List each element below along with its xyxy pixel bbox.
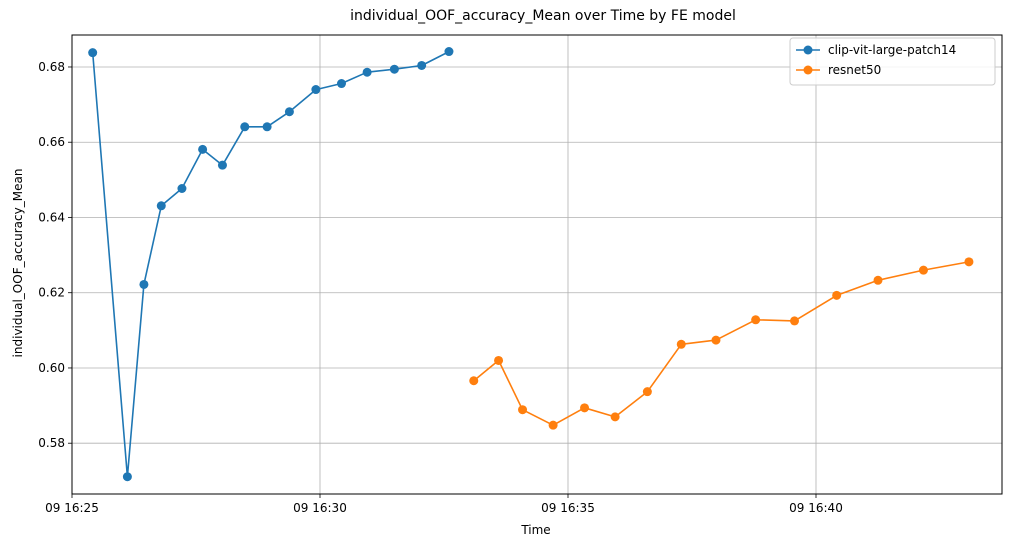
x-tick-label: 09 16:30 bbox=[293, 501, 347, 515]
data-point bbox=[918, 265, 928, 275]
legend-box bbox=[789, 37, 996, 86]
x-tick-label: 09 16:40 bbox=[789, 501, 843, 515]
y-tick-label: 0.58 bbox=[38, 436, 65, 450]
data-point bbox=[580, 403, 590, 413]
data-point bbox=[790, 316, 800, 326]
legend-label: clip-vit-large-patch14 bbox=[828, 43, 956, 57]
y-tick-label: 0.66 bbox=[38, 135, 65, 149]
chart-title: individual_OOF_accuracy_Mean over Time b… bbox=[350, 8, 736, 24]
data-point bbox=[177, 184, 187, 194]
data-point bbox=[122, 472, 132, 482]
data-point bbox=[139, 279, 149, 289]
data-point bbox=[284, 107, 294, 117]
y-tick-label: 0.68 bbox=[38, 60, 65, 74]
y-axis-label: individual_OOF_accuracy_Mean bbox=[11, 169, 25, 358]
y-axis: 0.58 0.60 0.62 0.64 0.66 0.68 bbox=[38, 60, 72, 450]
legend-marker bbox=[803, 65, 813, 75]
data-point bbox=[832, 290, 842, 300]
x-axis: 09 16:25 09 16:30 09 16:35 09 16:40 bbox=[45, 494, 843, 515]
data-point bbox=[88, 48, 98, 58]
data-point bbox=[469, 376, 479, 386]
data-point bbox=[240, 122, 250, 132]
data-point bbox=[198, 144, 208, 154]
data-point bbox=[610, 412, 620, 422]
data-point bbox=[676, 339, 686, 349]
x-tick-label: 09 16:25 bbox=[45, 501, 99, 515]
series-line-1 bbox=[473, 261, 970, 427]
data-point bbox=[444, 47, 454, 57]
data-point bbox=[362, 67, 372, 77]
plot-frame bbox=[71, 34, 1003, 495]
data-point bbox=[262, 122, 272, 132]
data-point bbox=[156, 201, 166, 211]
data-point bbox=[417, 60, 427, 70]
data-point bbox=[711, 335, 721, 345]
y-tick-label: 0.62 bbox=[38, 286, 65, 300]
legend-marker bbox=[803, 45, 813, 55]
data-point bbox=[642, 387, 652, 397]
y-tick-label: 0.64 bbox=[38, 210, 65, 224]
data-point bbox=[389, 64, 399, 74]
series-group bbox=[88, 47, 974, 482]
y-tick-label: 0.60 bbox=[38, 361, 65, 375]
data-point bbox=[336, 79, 346, 89]
x-tick-label: 09 16:35 bbox=[541, 501, 595, 515]
series-line-0 bbox=[91, 50, 450, 478]
data-point bbox=[548, 420, 558, 430]
data-point bbox=[873, 275, 883, 285]
data-point bbox=[751, 315, 761, 325]
x-axis-label: Time bbox=[520, 523, 550, 537]
legend: clip-vit-large-patch14 resnet50 bbox=[789, 37, 996, 86]
data-point bbox=[311, 85, 321, 95]
data-point bbox=[494, 355, 504, 365]
legend-label: resnet50 bbox=[828, 63, 881, 77]
data-point bbox=[964, 257, 974, 267]
data-point bbox=[217, 160, 227, 170]
data-point bbox=[518, 405, 528, 415]
grid bbox=[71, 35, 1002, 494]
